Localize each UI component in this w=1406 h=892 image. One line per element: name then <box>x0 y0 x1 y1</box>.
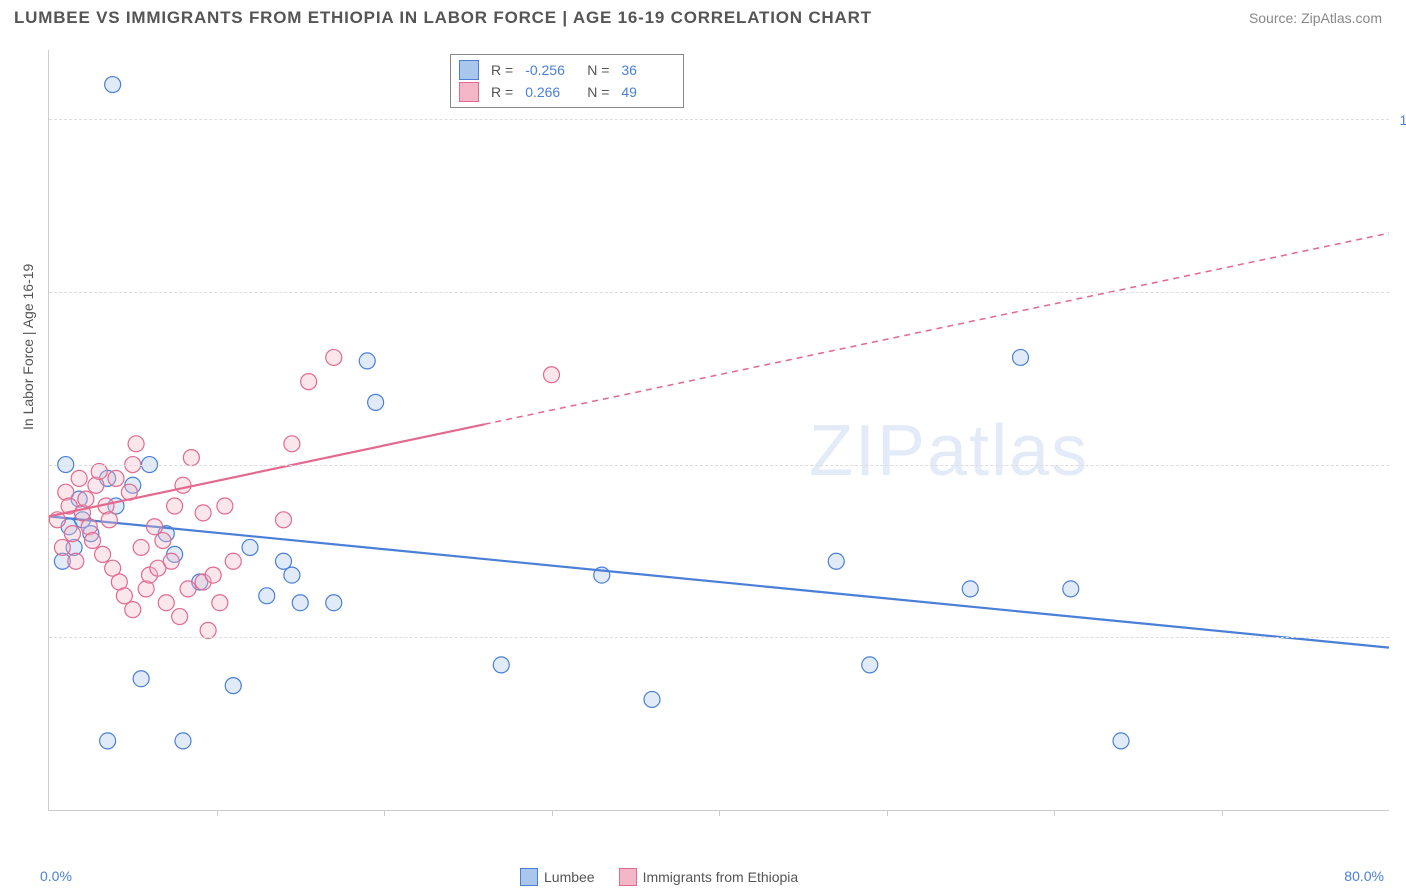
y-axis-title: In Labor Force | Age 16-19 <box>20 264 36 430</box>
data-point <box>200 622 216 638</box>
data-point <box>180 581 196 597</box>
legend-swatch <box>459 60 479 80</box>
x-tick <box>719 810 720 816</box>
x-tick <box>1222 810 1223 816</box>
correlation-legend: R = -0.256 N = 36 R = 0.266 N = 49 <box>450 54 684 108</box>
data-point <box>242 539 258 555</box>
chart-plot-area: ZIPatlas 25.0%50.0%75.0%100.0% <box>48 50 1389 811</box>
data-point <box>1113 733 1129 749</box>
data-point <box>85 533 101 549</box>
legend-r-value: -0.256 <box>525 62 575 78</box>
gridline: 75.0% <box>49 292 1389 293</box>
legend-r-label: R = <box>491 84 513 100</box>
x-tick <box>887 810 888 816</box>
data-point <box>828 553 844 569</box>
data-point <box>1063 581 1079 597</box>
data-point <box>128 436 144 452</box>
data-point <box>326 349 342 365</box>
legend-n-value: 49 <box>621 84 671 100</box>
data-point <box>205 567 221 583</box>
data-point <box>493 657 509 673</box>
data-point <box>292 595 308 611</box>
data-point <box>64 526 80 542</box>
data-point <box>108 470 124 486</box>
data-point <box>175 733 191 749</box>
legend-swatch <box>619 868 637 886</box>
data-point <box>68 553 84 569</box>
chart-title: LUMBEE VS IMMIGRANTS FROM ETHIOPIA IN LA… <box>14 8 872 28</box>
legend-row: R = 0.266 N = 49 <box>459 81 671 103</box>
chart-svg <box>49 50 1389 810</box>
series-legend-label: Lumbee <box>544 869 595 885</box>
data-point <box>100 733 116 749</box>
data-point <box>544 367 560 383</box>
data-point <box>259 588 275 604</box>
data-point <box>172 609 188 625</box>
gridline: 50.0% <box>49 465 1389 466</box>
source-label: Source: ZipAtlas.com <box>1249 10 1382 26</box>
legend-r-label: R = <box>491 62 513 78</box>
y-tick-label: 100.0% <box>1400 112 1406 128</box>
data-point <box>155 533 171 549</box>
data-point <box>183 450 199 466</box>
x-axis-max-label: 80.0% <box>1344 868 1384 884</box>
series-legend-item: Lumbee <box>520 868 595 886</box>
data-point <box>167 498 183 514</box>
legend-r-value: 0.266 <box>525 84 575 100</box>
data-point <box>225 553 241 569</box>
x-tick <box>217 810 218 816</box>
x-tick <box>552 810 553 816</box>
data-point <box>195 505 211 521</box>
data-point <box>212 595 228 611</box>
data-point <box>133 671 149 687</box>
data-point <box>71 470 87 486</box>
data-point <box>284 567 300 583</box>
data-point <box>125 602 141 618</box>
legend-swatch <box>520 868 538 886</box>
data-point <box>1013 349 1029 365</box>
data-point <box>158 595 174 611</box>
legend-n-label: N = <box>587 84 609 100</box>
legend-row: R = -0.256 N = 36 <box>459 59 671 81</box>
data-point <box>225 678 241 694</box>
data-point <box>301 374 317 390</box>
data-point <box>326 595 342 611</box>
data-point <box>368 394 384 410</box>
legend-n-value: 36 <box>621 62 671 78</box>
data-point <box>217 498 233 514</box>
data-point <box>54 539 70 555</box>
legend-n-label: N = <box>587 62 609 78</box>
trend-line <box>49 516 1389 647</box>
data-point <box>175 477 191 493</box>
gridline: 25.0% <box>49 637 1389 638</box>
data-point <box>163 553 179 569</box>
data-point <box>133 539 149 555</box>
series-legend-item: Immigrants from Ethiopia <box>619 868 799 886</box>
x-tick <box>1054 810 1055 816</box>
legend-swatch <box>459 82 479 102</box>
x-axis-min-label: 0.0% <box>40 868 72 884</box>
data-point <box>962 581 978 597</box>
series-legend-label: Immigrants from Ethiopia <box>643 869 799 885</box>
data-point <box>284 436 300 452</box>
data-point <box>78 491 94 507</box>
data-point <box>91 463 107 479</box>
data-point <box>116 588 132 604</box>
data-point <box>147 519 163 535</box>
gridline: 100.0% <box>49 119 1389 120</box>
data-point <box>105 77 121 93</box>
data-point <box>644 691 660 707</box>
x-tick <box>384 810 385 816</box>
data-point <box>101 512 117 528</box>
series-legend: Lumbee Immigrants from Ethiopia <box>520 868 798 886</box>
data-point <box>359 353 375 369</box>
data-point <box>862 657 878 673</box>
data-point <box>276 553 292 569</box>
trend-line-dashed <box>485 233 1390 424</box>
data-point <box>276 512 292 528</box>
data-point <box>95 546 111 562</box>
